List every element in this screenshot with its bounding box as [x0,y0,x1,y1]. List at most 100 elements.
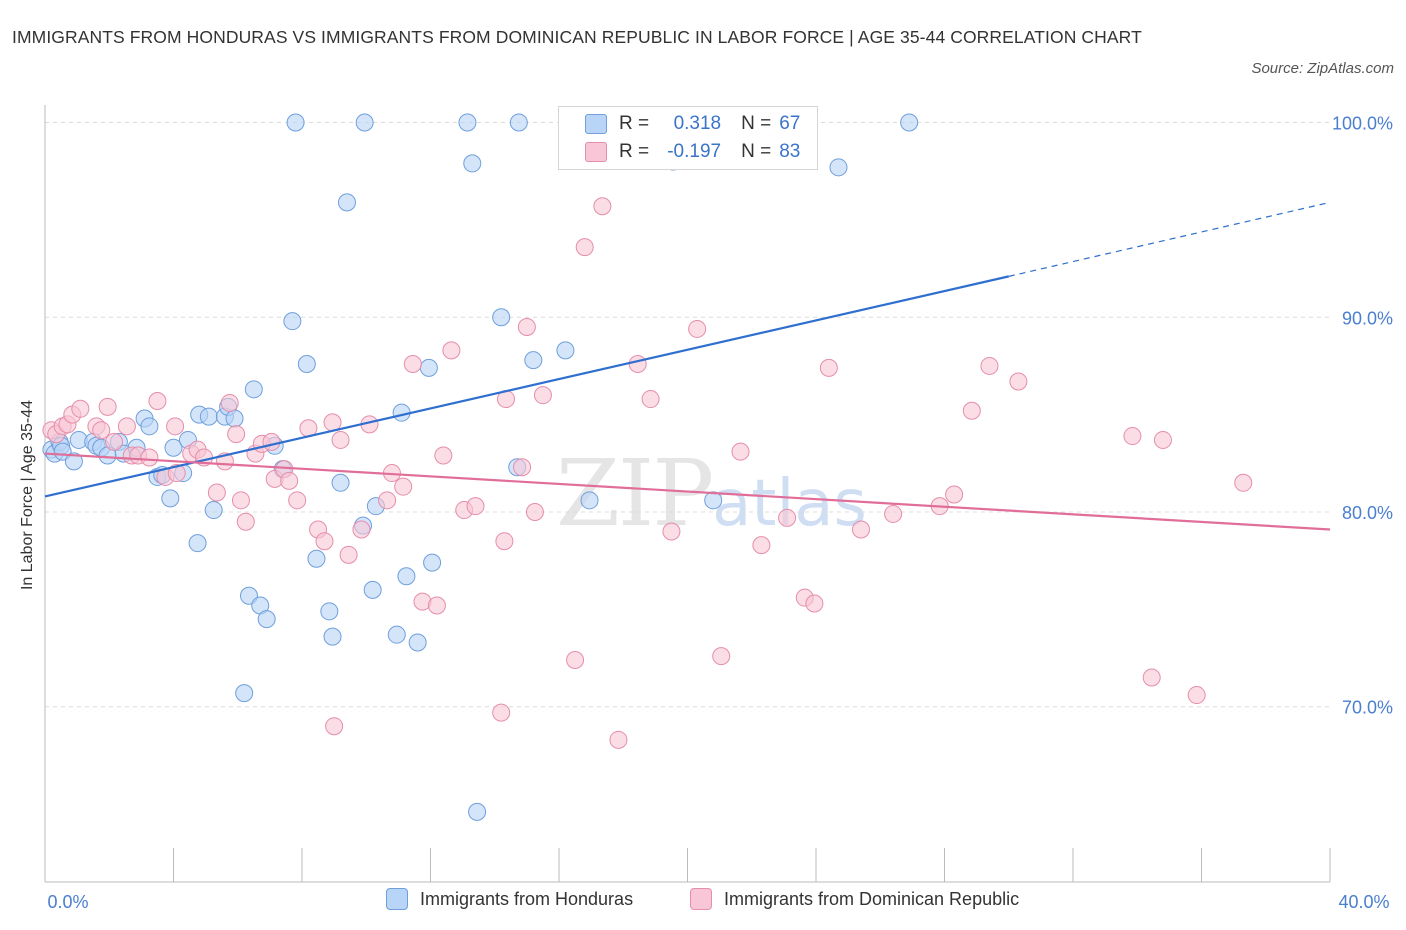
honduras-point [257,610,276,629]
dominican-point [434,446,453,465]
honduras-point [204,501,223,520]
honduras-point [397,567,416,586]
legend-label-honduras: Immigrants from Honduras [420,888,634,909]
chart-title: IMMIGRANTS FROM HONDURAS VS IMMIGRANTS F… [12,27,1142,47]
honduras-point [458,113,477,132]
honduras-point [829,158,848,177]
honduras-point [524,351,543,370]
r-value: -0.197 [667,141,722,162]
r-label: R = [619,141,650,162]
dominican-point [712,647,731,666]
honduras-point [140,417,159,436]
dominican-point [1123,427,1142,446]
honduras-point [286,113,305,132]
dominican-point [1153,430,1172,449]
dominican-point [884,504,903,523]
dominican-point [525,503,544,521]
dominican-point [166,417,185,436]
honduras-point [199,407,218,426]
honduras-swatch [585,114,607,134]
dominican-point [280,471,299,490]
dominican-point [403,355,422,373]
honduras-point [64,452,83,471]
dominican-point [315,532,334,551]
y-tick-label: 70.0% [1342,698,1393,718]
dominican-point [378,491,397,510]
dominican-point [331,430,350,449]
dominican-point [752,536,771,555]
honduras-points [42,113,919,821]
dominican-point [231,491,250,510]
dominican-point [517,318,536,336]
dominican-point [140,448,159,467]
dominican-point [819,358,838,377]
dominican-point [117,417,136,436]
dominican-point [466,497,485,516]
legend-item-honduras[interactable]: Immigrants from Honduras [386,888,633,910]
honduras-point [337,193,356,212]
dominican-point [980,356,999,375]
dominican-trend-line [44,452,1331,531]
dominican-point [207,483,226,502]
trend-lines [44,201,1331,531]
honduras-point [323,627,342,646]
dominican-point [325,717,344,736]
r-value: 0.318 [673,113,722,134]
honduras-point [509,113,528,132]
dominican-point [227,425,246,444]
honduras-point [900,113,919,132]
honduras-point [463,154,482,173]
honduras-swatch [386,888,408,910]
legend-item-dominican[interactable]: Immigrants from Dominican Republic [690,888,1019,910]
dominican-point [513,458,532,477]
dominican-point [105,432,124,451]
dominican-point [778,508,797,527]
dominican-point [262,432,281,451]
dominican-swatch [585,142,607,162]
dominican-point [495,532,514,551]
honduras-point [225,409,244,428]
watermark-atlas: atlas [712,467,867,541]
y-tick-label: 90.0% [1342,308,1393,328]
dominican-point [71,399,90,418]
series-legend: Immigrants from Honduras Immigrants from… [0,888,1406,916]
dominican-point [688,319,707,338]
honduras-point [164,438,183,457]
honduras-point [556,341,575,360]
dominican-point [805,594,824,613]
dominican-point [962,401,981,420]
y-tick-label: 100.0% [1332,114,1393,134]
honduras-point [492,308,511,327]
honduras-point [580,491,599,510]
dominican-point [593,197,612,216]
honduras-point [320,602,339,621]
dominican-point [533,386,552,405]
r-label: R = [619,113,650,134]
honduras-point [161,489,180,508]
dominican-point [442,341,461,360]
watermark-zip: ZIP [556,440,714,547]
n-label: N = [741,141,772,162]
honduras-point [283,312,302,331]
honduras-point [423,553,442,572]
honduras-trend-line [44,275,1009,498]
dominican-points [42,197,1253,749]
stats-legend: R = 0.318 N = 67 R = -0.197 N = 83 [558,106,818,170]
dominican-point [288,491,307,510]
honduras-point [468,802,487,821]
honduras-point [408,633,427,652]
x-tick-label: 0.0% [47,892,88,912]
dominican-point [427,596,446,615]
honduras-point [235,684,254,703]
honduras-point [307,549,326,568]
dominican-point [492,703,511,722]
dominican-point [945,485,964,504]
dominican-point [1234,473,1253,492]
dominican-point [220,393,239,412]
dominican-point [731,442,750,461]
source-label: Source: ZipAtlas.com [1251,60,1394,77]
honduras-point [297,355,316,373]
honduras-point [419,358,438,377]
dominican-point [92,421,111,440]
